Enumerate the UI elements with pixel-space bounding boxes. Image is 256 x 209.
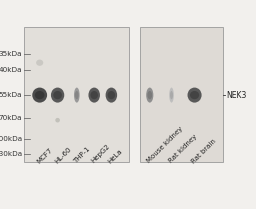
Ellipse shape [147, 91, 152, 99]
Ellipse shape [190, 91, 199, 99]
Text: 70kDa: 70kDa [0, 115, 22, 121]
Text: 130kDa: 130kDa [0, 151, 22, 157]
Ellipse shape [170, 91, 173, 99]
Text: 55kDa: 55kDa [0, 92, 22, 98]
Text: 100kDa: 100kDa [0, 136, 22, 142]
Ellipse shape [169, 88, 174, 103]
Text: Rat brain: Rat brain [190, 138, 217, 164]
Text: HL-60: HL-60 [53, 146, 72, 164]
Ellipse shape [90, 91, 98, 99]
Text: HepG2: HepG2 [90, 144, 111, 164]
Text: Mouse kidney: Mouse kidney [145, 126, 184, 164]
Ellipse shape [105, 88, 117, 103]
Text: 40kDa: 40kDa [0, 67, 22, 73]
Ellipse shape [146, 88, 153, 103]
Ellipse shape [51, 88, 64, 103]
Ellipse shape [108, 91, 115, 99]
Text: NEK3: NEK3 [226, 90, 246, 100]
Text: 35kDa: 35kDa [0, 51, 22, 57]
Ellipse shape [55, 118, 60, 122]
Ellipse shape [187, 88, 202, 103]
Ellipse shape [75, 91, 79, 99]
Ellipse shape [89, 88, 100, 103]
Ellipse shape [32, 88, 47, 103]
Text: MCF7: MCF7 [35, 147, 53, 164]
Text: HeLa: HeLa [107, 148, 124, 164]
Text: Rat kidney: Rat kidney [167, 134, 198, 164]
Ellipse shape [74, 88, 80, 103]
Bar [140, 27, 223, 162]
Ellipse shape [35, 91, 45, 99]
Ellipse shape [36, 60, 43, 66]
Ellipse shape [53, 91, 62, 99]
Bar [24, 27, 129, 162]
Text: THP-1: THP-1 [72, 146, 91, 164]
